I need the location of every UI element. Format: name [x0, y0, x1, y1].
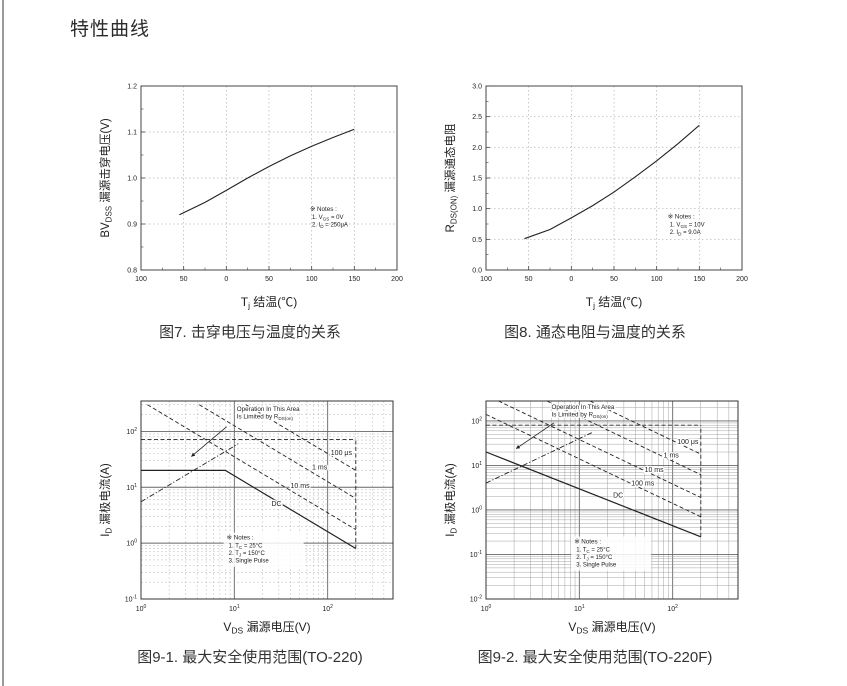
- svg-text:100 ms: 100 ms: [631, 481, 654, 488]
- svg-text:2.0: 2.0: [472, 145, 482, 152]
- svg-text:1. VGS = 10V: 1. VGS = 10V: [670, 222, 705, 228]
- figure-caption-fig9-1: 图9-1. 最大安全使用范围(TO-220): [137, 649, 363, 666]
- svg-text:10-1: 10-1: [125, 595, 137, 604]
- svg-text:50: 50: [610, 276, 618, 283]
- svg-text:50: 50: [525, 276, 533, 283]
- svg-text:100: 100: [480, 276, 492, 283]
- svg-text:1.0: 1.0: [472, 206, 482, 213]
- svg-text:100: 100: [471, 505, 482, 514]
- svg-text:※ Notes :: ※ Notes :: [574, 539, 601, 546]
- svg-text:Operation In This Area: Operation In This Area: [552, 404, 615, 411]
- svg-text:1.1: 1.1: [127, 130, 137, 137]
- svg-text:※ Notes :: ※ Notes :: [310, 206, 337, 213]
- svg-text:102: 102: [322, 604, 333, 613]
- svg-text:1 ms: 1 ms: [664, 453, 680, 460]
- svg-text:0: 0: [569, 276, 573, 283]
- svg-text:100 μs: 100 μs: [331, 450, 353, 457]
- svg-text:3. Single Pulse: 3. Single Pulse: [229, 558, 270, 564]
- svg-text:100: 100: [481, 604, 492, 613]
- svg-text:3.0: 3.0: [472, 84, 482, 91]
- svg-text:※ Notes :: ※ Notes :: [668, 213, 695, 220]
- svg-text:1.2: 1.2: [127, 84, 137, 91]
- svg-text:102: 102: [126, 427, 137, 436]
- svg-text:Operation In This Area: Operation In This Area: [237, 406, 300, 413]
- svg-text:Is Limited by RDS(on): Is Limited by RDS(on): [552, 411, 609, 418]
- svg-text:ID 漏极电流(A): ID 漏极电流(A): [443, 463, 458, 537]
- svg-text:50: 50: [180, 276, 188, 283]
- svg-text:DC: DC: [613, 493, 623, 500]
- svg-text:Is Limited by RDS(on): Is Limited by RDS(on): [237, 413, 294, 420]
- figure-on-resistance-vs-temp: 100 50 0 50 100 150 200 0.0 0.5 1.0 1.5 2.0 2.5 3.0 ※ …: [440, 76, 750, 342]
- svg-text:DC: DC: [271, 501, 281, 508]
- svg-text:3. Single Pulse: 3. Single Pulse: [576, 562, 617, 568]
- chart-rdson-vs-tj: 100 50 0 50 100 150 200 0.0 0.5 1.0 1.5 2.0 2.5 3.0 ※ …: [440, 76, 750, 320]
- svg-text:100 μs: 100 μs: [677, 439, 699, 446]
- page-edge-line: [2, 0, 4, 686]
- svg-text:200: 200: [391, 276, 403, 283]
- svg-text:VDS 漏源电压(V): VDS 漏源电压(V): [568, 620, 655, 636]
- figure-soa-to220: 100 μs 1 ms 10 ms DC 100 101 102 102 101 100 10-1 O…: [95, 393, 405, 667]
- svg-text:10-2: 10-2: [470, 595, 482, 604]
- svg-text:102: 102: [471, 416, 482, 425]
- svg-text:0.0: 0.0: [472, 268, 482, 275]
- svg-text:2. ID = 250μA: 2. ID = 250μA: [312, 223, 348, 229]
- svg-text:2.5: 2.5: [472, 114, 482, 121]
- svg-text:50: 50: [265, 276, 273, 283]
- svg-text:2. TJ = 150°C: 2. TJ = 150°C: [576, 555, 613, 561]
- svg-text:※ Notes :: ※ Notes :: [227, 535, 254, 542]
- svg-text:100: 100: [126, 539, 137, 548]
- svg-text:101: 101: [471, 461, 482, 470]
- svg-text:0.8: 0.8: [127, 268, 137, 275]
- svg-text:Tj 结温(℃): Tj 结温(℃): [586, 295, 643, 311]
- figure-soa-to220f: 100 μs 1 ms 10 ms 100 ms DC 100 101 102 102 101 10…: [440, 393, 750, 667]
- svg-text:101: 101: [126, 483, 137, 492]
- svg-text:Tj 结温(℃): Tj 结温(℃): [241, 295, 298, 311]
- svg-text:ID 漏极电流(A): ID 漏极电流(A): [98, 463, 113, 537]
- svg-text:10-1: 10-1: [470, 550, 482, 559]
- svg-text:0: 0: [224, 276, 228, 283]
- figure-caption-fig7: 图7. 击穿电压与温度的关系: [159, 324, 341, 341]
- svg-text:101: 101: [229, 604, 240, 613]
- svg-text:1.5: 1.5: [472, 176, 482, 183]
- page-title: 特性曲线: [70, 18, 151, 40]
- svg-text:150: 150: [348, 276, 360, 283]
- svg-text:1.0: 1.0: [127, 176, 137, 183]
- svg-text:100: 100: [651, 276, 663, 283]
- svg-text:0.9: 0.9: [127, 222, 137, 229]
- figure-breakdown-voltage-vs-temp: 100 50 0 50 100 150 200 0.8 0.9 1.0 1.1 1.2 ※ Notes …: [95, 76, 405, 342]
- svg-text:10 ms: 10 ms: [645, 467, 665, 474]
- svg-text:100: 100: [135, 276, 147, 283]
- chart-soa-to220: 100 μs 1 ms 10 ms DC 100 101 102 102 101 100 10-1 O…: [95, 393, 405, 645]
- chart-soa-to220f: 100 μs 1 ms 10 ms 100 ms DC 100 101 102 102 101 10…: [440, 393, 750, 645]
- svg-text:RDS(ON) 漏源通态电阻: RDS(ON) 漏源通态电阻: [443, 123, 458, 232]
- svg-text:102: 102: [667, 604, 678, 613]
- chart-bvdss-vs-tj: 100 50 0 50 100 150 200 0.8 0.9 1.0 1.1 1.2 ※ Notes …: [95, 76, 405, 320]
- svg-text:1 ms: 1 ms: [312, 464, 328, 471]
- svg-text:1. TC = 25°C: 1. TC = 25°C: [576, 548, 610, 554]
- svg-text:2. ID = 9.0A: 2. ID = 9.0A: [670, 230, 701, 236]
- svg-text:0.5: 0.5: [472, 237, 482, 244]
- svg-text:100: 100: [136, 604, 147, 613]
- svg-text:10 ms: 10 ms: [291, 483, 311, 490]
- svg-text:1. TC = 25°C: 1. TC = 25°C: [229, 544, 263, 550]
- svg-text:1. VGS = 0V: 1. VGS = 0V: [312, 215, 344, 221]
- svg-text:BVDSS 漏源击穿电压(V): BVDSS 漏源击穿电压(V): [98, 118, 113, 237]
- svg-text:VDS 漏源电压(V): VDS 漏源电压(V): [223, 620, 310, 636]
- figure-caption-fig8: 图8. 通态电阻与温度的关系: [504, 324, 686, 341]
- svg-text:200: 200: [736, 276, 748, 283]
- svg-text:2. TJ = 150°C: 2. TJ = 150°C: [229, 551, 266, 557]
- figure-caption-fig9-2: 图9-2. 最大安全使用范围(TO-220F): [477, 649, 713, 666]
- svg-text:150: 150: [693, 276, 705, 283]
- svg-text:100: 100: [306, 276, 318, 283]
- svg-text:101: 101: [574, 604, 585, 613]
